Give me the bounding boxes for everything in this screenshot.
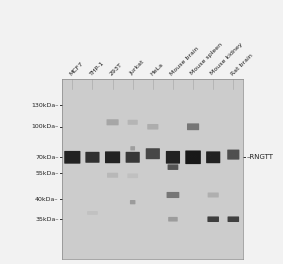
FancyBboxPatch shape — [105, 151, 120, 163]
FancyBboxPatch shape — [85, 152, 100, 163]
Text: 55kDa–: 55kDa– — [35, 171, 59, 176]
Text: 100kDa–: 100kDa– — [31, 124, 59, 129]
FancyBboxPatch shape — [107, 173, 118, 178]
Text: 40kDa–: 40kDa– — [35, 197, 59, 202]
FancyBboxPatch shape — [166, 151, 180, 164]
Text: Mouse kidney: Mouse kidney — [210, 42, 244, 76]
FancyBboxPatch shape — [168, 164, 178, 170]
FancyBboxPatch shape — [147, 124, 158, 130]
FancyBboxPatch shape — [187, 123, 199, 130]
Text: 130kDa–: 130kDa– — [31, 103, 59, 108]
FancyBboxPatch shape — [130, 146, 135, 150]
Text: THP-1: THP-1 — [89, 60, 105, 76]
FancyBboxPatch shape — [208, 192, 219, 197]
FancyBboxPatch shape — [126, 152, 140, 163]
FancyBboxPatch shape — [185, 150, 201, 164]
FancyBboxPatch shape — [228, 216, 239, 222]
Text: Jurkat: Jurkat — [129, 60, 146, 76]
FancyBboxPatch shape — [227, 150, 239, 160]
FancyBboxPatch shape — [146, 148, 160, 159]
FancyBboxPatch shape — [206, 151, 220, 163]
FancyBboxPatch shape — [128, 120, 138, 125]
Text: HeLa: HeLa — [149, 62, 164, 76]
Text: MCF7: MCF7 — [69, 61, 85, 76]
FancyBboxPatch shape — [127, 173, 138, 178]
Text: Rat brain: Rat brain — [230, 53, 254, 76]
FancyBboxPatch shape — [167, 192, 179, 198]
Text: 70kDa–: 70kDa– — [35, 155, 59, 160]
FancyBboxPatch shape — [207, 216, 219, 222]
FancyBboxPatch shape — [106, 119, 119, 125]
FancyBboxPatch shape — [64, 151, 80, 164]
FancyBboxPatch shape — [87, 211, 98, 215]
Text: 35kDa–: 35kDa– — [35, 217, 59, 222]
FancyBboxPatch shape — [168, 217, 178, 221]
FancyBboxPatch shape — [130, 200, 136, 204]
Text: –RNGTT: –RNGTT — [247, 154, 274, 160]
Text: 293T: 293T — [109, 62, 124, 76]
Text: Mouse spleen: Mouse spleen — [190, 43, 224, 76]
Text: Mouse brain: Mouse brain — [170, 46, 200, 76]
